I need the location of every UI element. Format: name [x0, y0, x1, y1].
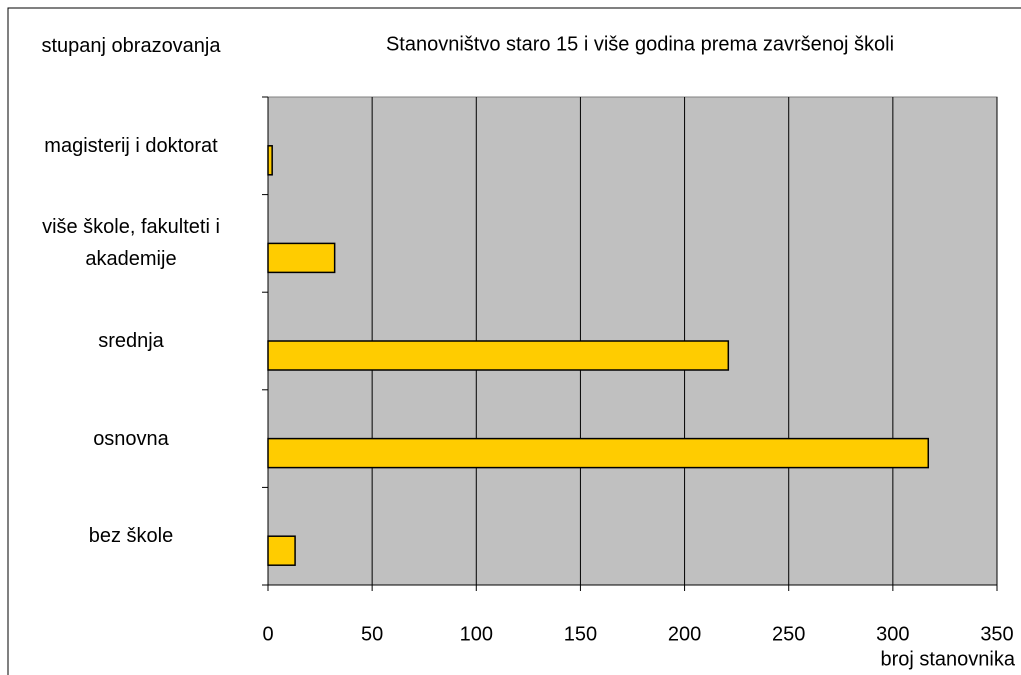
bar — [267, 437, 930, 469]
bar — [267, 145, 273, 176]
y-axis-label: stupanj obrazovanja — [41, 35, 221, 57]
chart-title: Stanovništvo staro 15 i više godina prem… — [386, 33, 894, 55]
y-tick-label: više škole, fakulteti i akademije — [42, 216, 220, 271]
x-tick-label: 150 — [564, 623, 597, 645]
x-tick-label: 350 — [980, 623, 1013, 645]
x-tick-label: 250 — [772, 623, 805, 645]
y-tick-label: magisterij i doktorat — [44, 134, 218, 157]
x-tick-label: 50 — [361, 623, 383, 645]
x-tick-label: 300 — [876, 623, 909, 645]
bar — [267, 242, 336, 274]
x-axis-label: broj stanovnika — [880, 648, 1015, 670]
y-tick-label: bez škole — [88, 525, 174, 548]
bar — [267, 340, 730, 371]
x-tick-label: 100 — [460, 623, 493, 645]
y-tick-label: osnovna — [93, 427, 169, 450]
x-tick-label: 200 — [668, 623, 701, 645]
x-tick-label: 0 — [262, 623, 273, 645]
bar — [267, 535, 296, 566]
y-tick-label: srednja — [98, 330, 164, 352]
